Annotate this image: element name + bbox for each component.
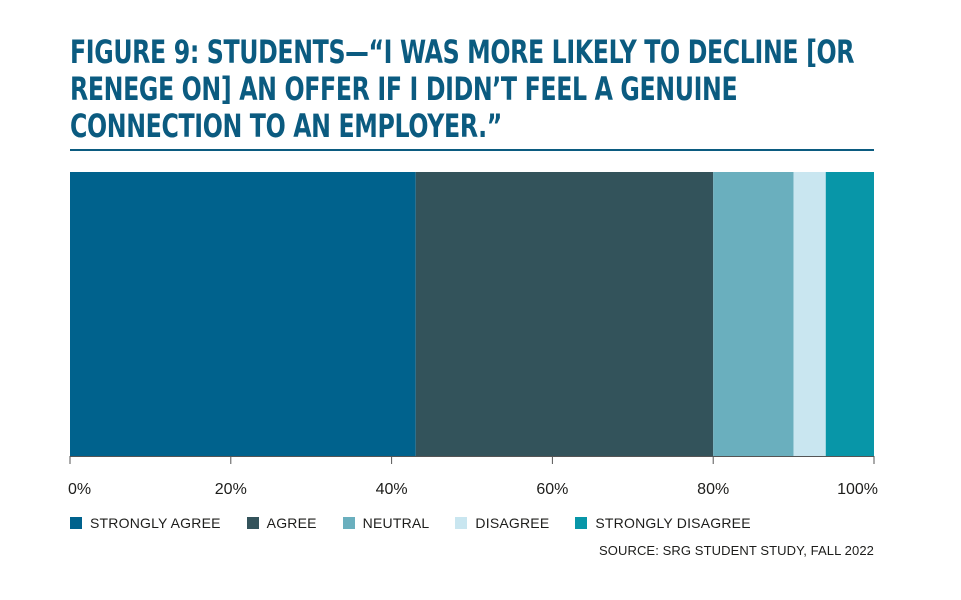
legend-label: AGREE [266,515,317,531]
legend-item: STRONGLY DISAGREE [575,515,751,531]
x-tick-label: 100% [837,481,878,498]
x-tick-label: 80% [697,481,729,498]
legend-item: AGREE [246,515,317,531]
x-tick-label: 60% [536,481,568,498]
chart-title: FIGURE 9: STUDENTS—“I WAS MORE LIKELY TO… [70,33,855,145]
legend-swatch [342,517,355,529]
bar-segment-neutral [713,172,794,456]
legend-label: NEUTRAL [362,515,430,531]
legend-item: STRONGLY AGREE [70,515,221,531]
legend-label: DISAGREE [475,515,550,531]
x-tick-label: 40% [376,481,408,498]
x-tick-label: 0% [68,481,91,498]
legend-swatch [455,517,468,529]
x-tick-label: 20% [215,481,247,498]
source-note: SOURCE: SRG STUDENT STUDY, FALL 2022 [598,543,874,558]
bar-segment-strongly-agree [70,172,416,456]
bar-segment-strongly-disagree [825,172,874,456]
title-divider [70,149,874,151]
legend-label: STRONGLY AGREE [90,515,221,531]
legend-swatch [70,517,82,529]
legend-item: NEUTRAL [342,515,430,531]
legend: STRONGLY AGREE AGREE NEUTRAL DISAGREE STRONG… [70,513,777,533]
legend-item: DISAGREE [455,515,549,531]
legend-swatch [575,517,588,529]
bar-segment-agree [415,172,714,456]
bar-segment-disagree [793,172,826,456]
legend-label: STRONGLY DISAGREE [595,515,751,531]
legend-swatch [246,517,259,529]
